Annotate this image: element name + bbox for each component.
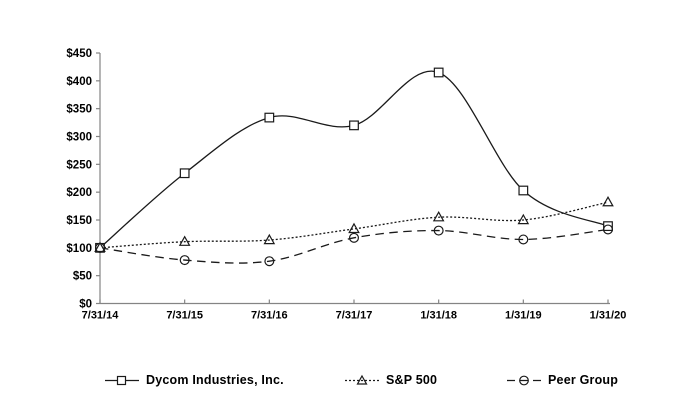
svg-text:$350: $350: [66, 104, 92, 116]
square-marker-line-icon: [105, 374, 139, 387]
svg-text:7/31/17: 7/31/17: [336, 310, 373, 322]
svg-text:$150: $150: [66, 215, 92, 227]
plot-area: $0 $50 $100 $150 $200 $250 $300 $350 $400 $450 7/3…: [66, 48, 627, 322]
svg-text:1/31/19: 1/31/19: [505, 310, 542, 322]
svg-text:7/31/14: 7/31/14: [82, 310, 120, 322]
svg-text:7/31/16: 7/31/16: [251, 310, 288, 322]
svg-text:$200: $200: [66, 187, 92, 199]
svg-text:$100: $100: [66, 243, 92, 255]
triangle-marker-line-icon: [345, 374, 379, 387]
svg-text:$400: $400: [66, 76, 92, 88]
chart-legend: Dycom Industries, Inc. S&P 500 Peer Grou…: [0, 368, 700, 392]
legend-label-dycom: Dycom Industries, Inc.: [146, 373, 284, 387]
svg-text:$450: $450: [66, 48, 92, 60]
legend-item-sp500: S&P 500: [345, 368, 437, 392]
svg-text:$50: $50: [73, 271, 92, 283]
svg-text:1/31/18: 1/31/18: [420, 310, 457, 322]
legend-label-sp500: S&P 500: [386, 373, 438, 387]
legend-label-peer-group: Peer Group: [548, 373, 619, 387]
svg-text:7/31/15: 7/31/15: [166, 310, 203, 322]
legend-item-dycom: Dycom Industries, Inc.: [105, 368, 284, 392]
svg-text:1/31/20: 1/31/20: [590, 310, 627, 322]
legend-item-peer-group: Peer Group: [507, 368, 618, 392]
svg-text:$0: $0: [79, 299, 92, 311]
svg-text:$250: $250: [66, 159, 92, 171]
circle-marker-line-icon: [507, 374, 541, 387]
svg-text:$300: $300: [66, 132, 92, 144]
